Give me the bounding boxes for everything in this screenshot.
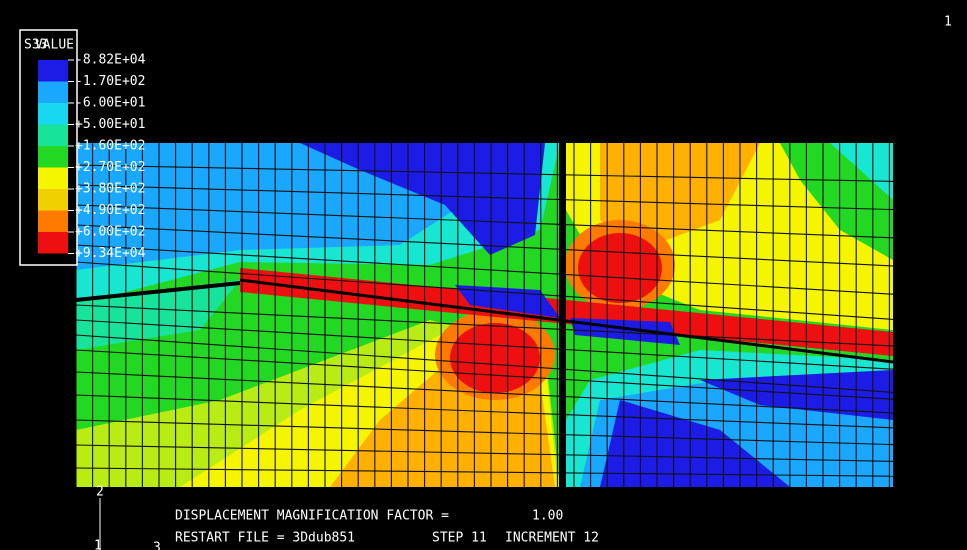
contour-plot <box>76 143 893 487</box>
legend-label: +4.90E+02 <box>75 203 145 218</box>
legend-label: -8.82E+04 <box>75 53 146 68</box>
magnification-value: 1.00 <box>532 509 563 524</box>
legend-header: VALUE <box>35 38 74 53</box>
legend-label: +6.00E+02 <box>75 225 145 240</box>
legend-swatch <box>38 146 68 168</box>
legend-swatch <box>38 168 68 190</box>
screen: S33 VALUE -8.82E+04-1.70E+02-6.00E+01+5.… <box>0 0 967 550</box>
legend-label: +3.80E+02 <box>75 182 145 197</box>
restart-file: RESTART FILE = 3Ddub851 <box>175 531 355 546</box>
legend-label: +2.70E+02 <box>75 160 145 175</box>
legend-swatch <box>38 232 68 254</box>
legend-swatch <box>38 189 68 211</box>
triad-label: 2 <box>96 485 104 500</box>
step: STEP 11 <box>432 531 487 546</box>
legend-swatch <box>38 60 68 82</box>
window-label: 1 <box>944 15 952 30</box>
legend-label: -1.70E+02 <box>75 74 145 89</box>
legend-swatch <box>38 125 68 147</box>
legend-label: +5.00E+01 <box>75 117 145 132</box>
legend-label: +1.60E+02 <box>75 139 145 154</box>
legend-label: +9.34E+04 <box>75 246 146 261</box>
magnification-label: DISPLACEMENT MAGNIFICATION FACTOR = <box>175 509 449 524</box>
legend-swatch <box>38 211 68 233</box>
legend-swatch <box>38 82 68 104</box>
triad-label: 1 <box>94 539 102 550</box>
legend-label: -6.00E+01 <box>75 96 145 111</box>
legend-swatch <box>38 103 68 125</box>
triad-label: 3 <box>153 541 161 550</box>
increment: INCREMENT 12 <box>505 531 599 546</box>
legend: S33 VALUE -8.82E+04-1.70E+02-6.00E+01+5.… <box>20 30 146 265</box>
